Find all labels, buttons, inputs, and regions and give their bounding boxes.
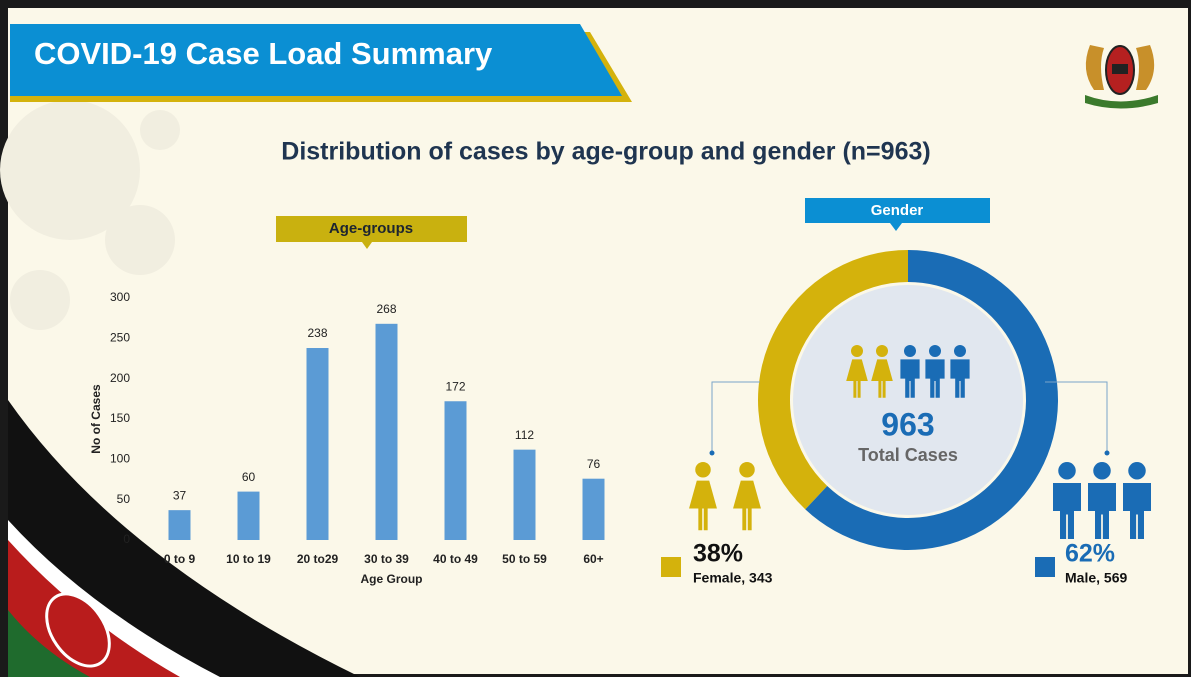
percent-label: 62%: [1065, 540, 1115, 568]
legend-label: Female, 343: [693, 570, 773, 586]
person-icon: [1093, 462, 1111, 480]
person-icon: [851, 345, 863, 357]
bar-value-label: 60: [242, 470, 256, 484]
legend-label: Male, 569: [1065, 570, 1127, 586]
legend-swatch: [661, 557, 681, 577]
donut-center: [793, 285, 1023, 515]
bar-value-label: 172: [445, 379, 465, 393]
legend-swatch: [1035, 557, 1055, 577]
slide: COVID-19 Case Load Summary Distribution …: [0, 0, 1191, 677]
x-tick-label: 30 to 39: [364, 552, 409, 566]
percent-label: 38%: [693, 540, 743, 568]
bar: [238, 492, 260, 540]
page-title: COVID-19 Case Load Summary: [34, 36, 493, 71]
connector-dot: [1105, 451, 1110, 456]
person-icon: [695, 462, 711, 478]
person-icon: [1058, 462, 1076, 480]
bar-value-label: 112: [515, 428, 534, 442]
y-tick-label: 100: [110, 452, 130, 466]
person-icon: [954, 345, 966, 357]
x-axis-label: Age Group: [361, 572, 423, 586]
y-tick-label: 200: [110, 371, 130, 385]
bar-chart-title: Age-groups: [329, 220, 413, 237]
x-tick-label: 60+: [583, 552, 603, 566]
bar: [445, 401, 467, 540]
x-tick-label: 40 to 49: [433, 552, 478, 566]
y-axis-label: No of Cases: [89, 384, 103, 454]
person-icon: [904, 345, 916, 357]
x-tick-label: 0 to 9: [164, 552, 196, 566]
bar-value-label: 268: [376, 302, 396, 316]
bar: [307, 348, 329, 540]
person-icon: [876, 345, 888, 357]
bar: [376, 324, 398, 540]
person-icon: [739, 462, 755, 478]
connector-dot: [710, 451, 715, 456]
x-tick-label: 20 to29: [297, 552, 339, 566]
bar: [583, 479, 605, 540]
person-icon: [1128, 462, 1146, 480]
x-tick-label: 10 to 19: [226, 552, 271, 566]
person-icon: [929, 345, 941, 357]
center-value: 963: [881, 406, 934, 442]
y-tick-label: 0: [123, 532, 130, 546]
x-tick-label: 50 to 59: [502, 552, 547, 566]
y-tick-label: 50: [117, 492, 131, 506]
bar: [169, 510, 191, 540]
y-tick-label: 150: [110, 411, 130, 425]
bar-value-label: 238: [307, 326, 327, 340]
bar-value-label: 37: [173, 488, 187, 502]
y-tick-label: 250: [110, 331, 130, 345]
bar: [514, 450, 536, 540]
page-subtitle: Distribution of cases by age-group and g…: [281, 138, 930, 166]
center-label: Total Cases: [858, 445, 958, 465]
donut-chart-title: Gender: [871, 202, 924, 219]
y-tick-label: 300: [110, 290, 130, 304]
bar-value-label: 76: [587, 457, 601, 471]
